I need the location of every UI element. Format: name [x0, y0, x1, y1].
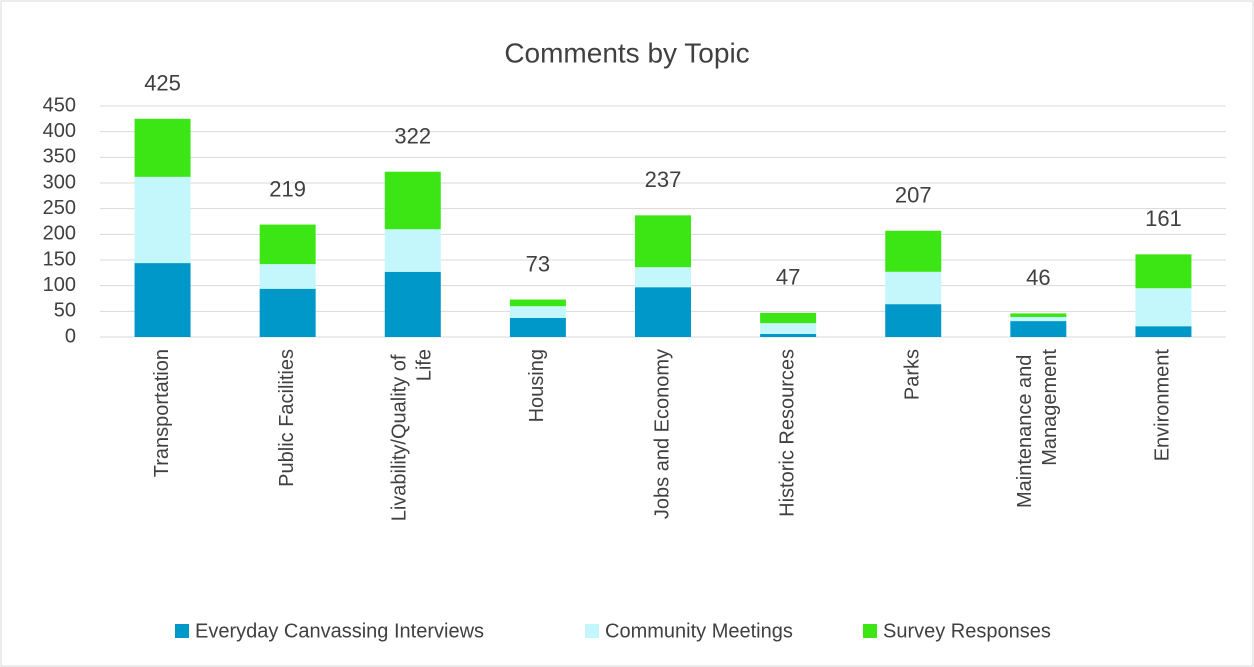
y-tick-label: 150 [43, 248, 76, 270]
legend-swatch [863, 624, 877, 638]
total-label: 425 [144, 71, 181, 96]
x-tick-label: Public Facilities [276, 349, 298, 487]
y-tick-label: 50 [54, 300, 76, 322]
x-tick-label: Environment [1152, 349, 1174, 462]
bar-segment [384, 229, 441, 272]
bar-segment [259, 264, 316, 289]
total-label: 207 [895, 183, 932, 208]
bar-segment [635, 267, 691, 288]
bar-segment [509, 299, 566, 307]
bar-segment [259, 288, 316, 337]
total-label: 237 [645, 167, 682, 192]
total-label: 73 [526, 251, 550, 276]
legend-swatch [175, 624, 189, 638]
y-tick-label: 350 [43, 146, 76, 168]
bar-segment [760, 323, 817, 334]
total-label: 322 [394, 124, 431, 149]
bar-segment [1135, 288, 1192, 327]
x-tick-label: Jobs and Economy [651, 349, 673, 519]
bar-segment [885, 230, 942, 272]
y-tick-label: 200 [43, 223, 76, 245]
bar-segment [885, 304, 942, 337]
chart-title: Comments by Topic [504, 37, 749, 68]
bar-segment [134, 263, 191, 337]
bar-segment [384, 271, 441, 337]
y-tick-label: 0 [65, 325, 76, 347]
bar-segment [760, 333, 817, 337]
bar-segment [885, 271, 942, 305]
total-label: 46 [1026, 265, 1050, 290]
bar-segment [760, 312, 817, 324]
bar-segment [259, 224, 316, 265]
bar-segment [1010, 321, 1067, 337]
bar-segment [635, 215, 691, 268]
bar-segment [1010, 316, 1067, 322]
x-tick-label: Historic Resources [776, 349, 798, 517]
y-tick-label: 400 [43, 120, 76, 142]
bar-segment [509, 306, 566, 319]
bar-segment [1010, 313, 1067, 317]
x-tick-label: Livability/Quality of Life [389, 349, 436, 521]
legend-swatch [585, 624, 599, 638]
y-tick-label: 450 [43, 94, 76, 116]
x-tick-label: Transportation [151, 349, 173, 477]
total-label: 47 [776, 265, 800, 290]
bar-segment [134, 176, 191, 264]
bar-segment [635, 287, 691, 337]
bar-segment [384, 171, 441, 230]
x-tick-label: Housing [526, 349, 548, 422]
x-tick-label: Maintenance and Management [1014, 349, 1061, 508]
legend-label: Everyday Canvassing Interviews [195, 620, 484, 642]
x-tick-label: Parks [902, 349, 924, 400]
y-tick-label: 300 [43, 171, 76, 193]
bar-segment [1135, 254, 1192, 289]
total-label: 161 [1145, 206, 1182, 231]
total-label: 219 [269, 176, 306, 201]
y-tick-label: 100 [43, 274, 76, 296]
bar-segment [134, 118, 191, 177]
legend-label: Survey Responses [883, 620, 1051, 642]
bar-segment [1135, 326, 1192, 337]
y-tick-label: 250 [43, 197, 76, 219]
legend-label: Community Meetings [605, 620, 793, 642]
bar-segment [509, 318, 566, 337]
